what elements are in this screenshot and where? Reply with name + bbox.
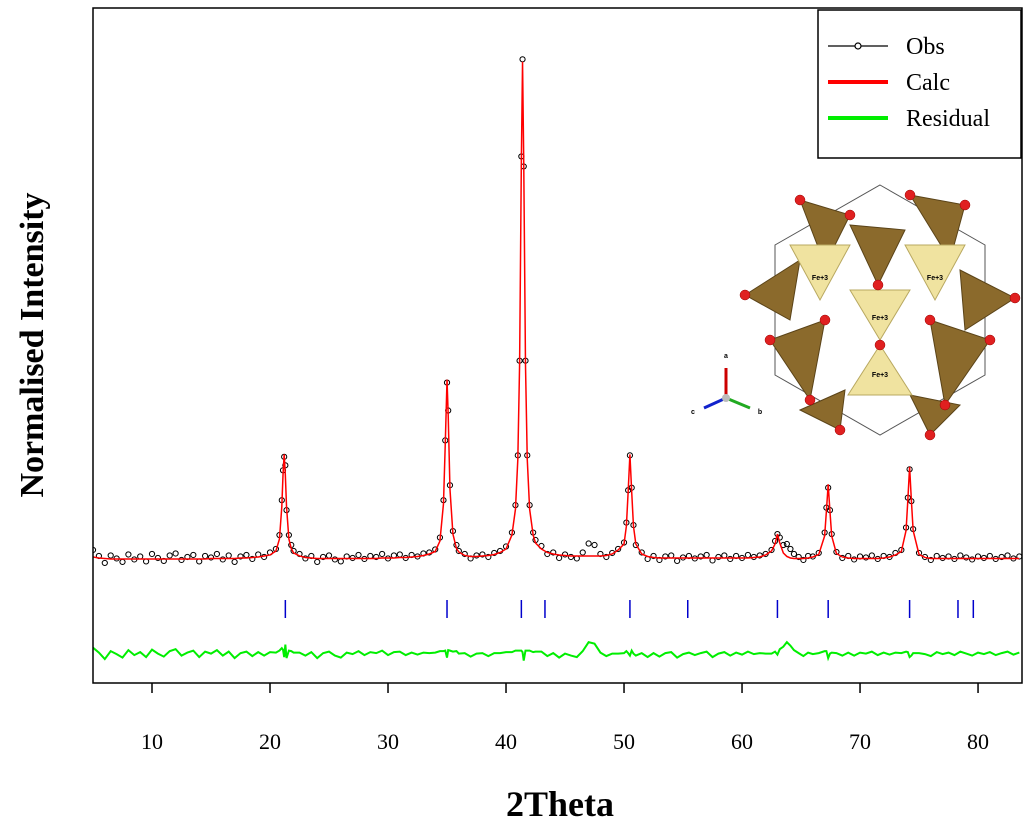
obs-point [592,542,597,547]
atom [820,315,830,325]
obs-point [380,551,385,556]
obs-point [102,560,107,565]
obs-point [232,559,237,564]
obs-point [958,553,963,558]
x-tick-label: 20 [259,729,281,754]
obs-point [970,557,975,562]
x-tick-label: 80 [967,729,989,754]
x-tick-label: 30 [377,729,399,754]
series-line [93,642,1019,660]
obs-point [716,554,721,559]
polyhedron [910,395,960,435]
obs-point [580,550,585,555]
obs-point [167,553,172,558]
crystal-inset: Fe+3 Fe+3 Fe+3 Fe+3 a b c [691,185,1020,440]
y-axis-label: Normalised Intensity [14,192,51,497]
tetrahedron [905,245,965,300]
atom [875,340,885,350]
polyhedron [960,270,1015,330]
atom [795,195,805,205]
axis-label: c [691,409,695,416]
legend-label: Residual [906,106,990,132]
obs-point [791,551,796,556]
obs-point [338,559,343,564]
legend-label: Calc [906,70,950,96]
x-tick-label: 70 [849,729,871,754]
obs-point [788,546,793,551]
atom [960,200,970,210]
obs-point [191,552,196,557]
obs-point [520,57,525,62]
obs-point [356,552,361,557]
atom [805,395,815,405]
obs-point [863,555,868,560]
obs-point [326,553,331,558]
obs-point [964,555,969,560]
legend-marker [855,43,861,49]
obs-point [784,541,789,546]
obs-point [173,551,178,556]
atom [985,335,995,345]
x-tick-label: 40 [495,729,517,754]
axis-origin [722,394,730,402]
obs-point [149,551,154,556]
obs-point [203,553,208,558]
obs-point [1005,553,1010,558]
polyhedron [745,260,800,320]
atom [765,335,775,345]
obs-point [108,553,113,558]
legend-label: Obs [906,34,945,60]
atom [873,280,883,290]
ion-label: Fe+3 [812,275,828,282]
x-axis-label: 2Theta [506,784,614,822]
ion-label: Fe+3 [872,372,888,379]
obs-point [220,557,225,562]
atom [835,425,845,435]
axis-label: b [758,409,762,416]
obs-point [315,559,320,564]
obs-point [728,556,733,561]
atom [1010,293,1020,303]
obs-point [179,557,184,562]
obs-point [120,559,125,564]
chart: Fe+3 Fe+3 Fe+3 Fe+3 a b c 2Theta Normali… [0,0,1023,822]
obs-point [869,553,874,558]
x-tick-label: 60 [731,729,753,754]
obs-point [704,552,709,557]
atom [940,400,950,410]
obs-point [214,551,219,556]
obs-point [244,552,249,557]
atom [905,190,915,200]
atom [925,430,935,440]
obs-point [332,557,337,562]
obs-point [397,552,402,557]
obs-point [226,553,231,558]
polyhedron [850,225,905,285]
polyhedron [930,320,990,405]
ion-label: Fe+3 [927,275,943,282]
obs-point [474,553,479,558]
atom [925,315,935,325]
obs-point [155,555,160,560]
axis-label: a [724,353,728,360]
ion-label: Fe+3 [872,315,888,322]
atom [740,290,750,300]
atom [845,210,855,220]
obs-point [586,541,591,546]
x-tick-label: 50 [613,729,635,754]
obs-point [126,552,131,557]
obs-point [675,558,680,563]
obs-point [557,555,562,560]
x-tick-label: 10 [141,729,163,754]
obs-point [745,552,750,557]
tetrahedron [848,345,912,395]
tetrahedron [790,245,850,300]
